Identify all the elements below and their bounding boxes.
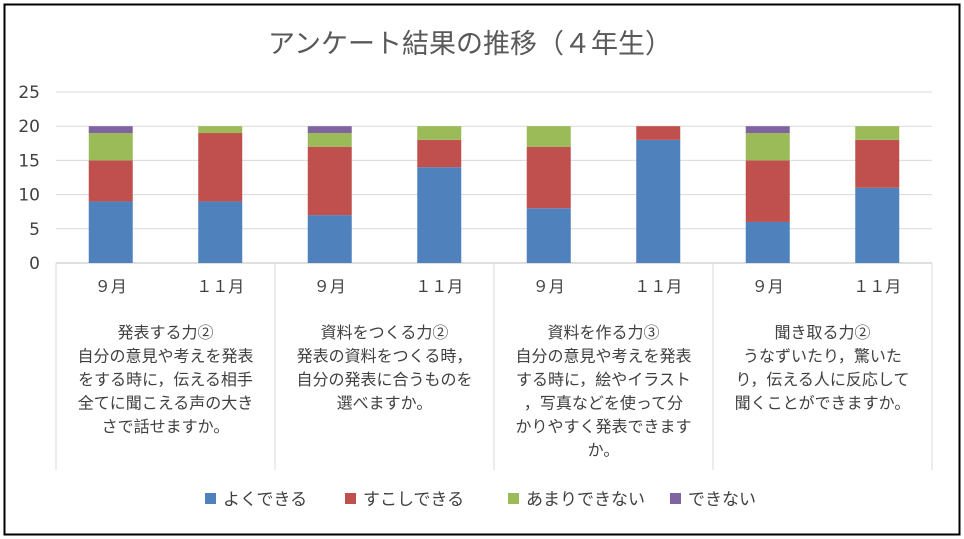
legend-swatch bbox=[205, 493, 216, 504]
legend-label: すこしできる bbox=[363, 490, 464, 510]
bars bbox=[88, 126, 900, 263]
group-label-line: 資料をつくる力② bbox=[321, 323, 449, 342]
bar-segment bbox=[636, 139, 681, 263]
x-tick-label: ９月 bbox=[314, 277, 346, 296]
y-tick-label: 20 bbox=[18, 117, 40, 137]
group-label-line: 資料を作る力③ bbox=[547, 323, 659, 342]
x-axis: ９月 １１月 ９月 １１月 ９月 １１月 ９月 １１月発表する力②自分の意見や考えを発表をする… bbox=[55, 263, 933, 470]
x-tick-label: １１月 bbox=[196, 277, 244, 296]
x-tick-label: ９月 bbox=[752, 277, 784, 296]
legend: よくできる すこしできる あまりできない できない bbox=[205, 490, 756, 510]
group-label-line: か。 bbox=[588, 441, 620, 460]
bar-segment bbox=[88, 201, 133, 263]
x-tick-label: １１月 bbox=[634, 277, 682, 296]
bar-segment bbox=[417, 167, 462, 263]
bar-segment bbox=[198, 133, 243, 202]
bar-segment bbox=[526, 126, 571, 147]
legend-label: できない bbox=[688, 490, 756, 510]
bar-segment bbox=[855, 187, 900, 263]
group-label-line: ，写真などを使って分 bbox=[524, 394, 683, 413]
bar-segment bbox=[88, 133, 133, 161]
x-tick-label: １１月 bbox=[853, 277, 901, 296]
group-label-line: 聞き取る力② bbox=[774, 323, 870, 342]
x-tick-label: ９月 bbox=[533, 277, 565, 296]
y-tick-label: 15 bbox=[18, 151, 40, 171]
group-label-line: 聞くことができますか。 bbox=[735, 394, 911, 413]
bar-segment bbox=[417, 126, 462, 140]
bar-segment bbox=[745, 133, 790, 161]
group-label-line: をする時に，伝える相手 bbox=[78, 370, 253, 389]
bar-segment bbox=[745, 126, 790, 134]
group-label-line: 全てに聞こえる声の大き bbox=[78, 394, 254, 413]
bar-segment bbox=[855, 126, 900, 140]
bar-segment bbox=[526, 208, 571, 263]
legend-label: よくできる bbox=[223, 490, 307, 510]
y-tick-label: 5 bbox=[29, 220, 40, 240]
y-tick-label: 0 bbox=[29, 254, 40, 274]
group-label-line: 自分の意見や考えを発表 bbox=[515, 347, 691, 366]
group-label-line: かりやすく発表できます bbox=[515, 417, 691, 436]
group-label-line: さで話せますか。 bbox=[102, 417, 230, 436]
bar-segment bbox=[745, 221, 790, 263]
bar-segment bbox=[417, 139, 462, 168]
legend-swatch bbox=[670, 493, 681, 504]
group-label-line: 選べますか。 bbox=[337, 394, 433, 413]
group-label-line: 発表する力② bbox=[117, 323, 213, 342]
group-label-line: うなずいたり，驚いた bbox=[743, 347, 902, 366]
y-tick-label: 25 bbox=[18, 83, 40, 103]
bar-segment bbox=[198, 126, 243, 134]
bar-segment bbox=[307, 126, 352, 134]
bar-segment bbox=[636, 126, 681, 140]
legend-swatch bbox=[345, 493, 356, 504]
y-axis: 0 5 10 15 20 25 bbox=[18, 83, 40, 274]
group-label-line: り，伝える人に反応して bbox=[736, 370, 910, 389]
bar-segment bbox=[307, 133, 352, 147]
y-tick-label: 10 bbox=[18, 186, 40, 206]
x-tick-label: ９月 bbox=[95, 277, 127, 296]
group-label-line: 自分の意見や考えを発表 bbox=[77, 347, 253, 366]
chart-border bbox=[3, 3, 961, 536]
bar-segment bbox=[855, 139, 900, 188]
group-label-line: 自分の発表に合うものを bbox=[296, 370, 472, 389]
chart-title: アンケート結果の推移（４年生） bbox=[268, 29, 672, 60]
x-tick-label: １１月 bbox=[415, 277, 463, 296]
legend-swatch bbox=[508, 493, 519, 504]
group-label-line: する時に，絵やイラスト bbox=[516, 370, 691, 389]
bar-segment bbox=[88, 160, 133, 202]
bar-segment bbox=[526, 146, 571, 209]
bar-segment bbox=[307, 146, 352, 216]
bar-segment bbox=[198, 201, 243, 263]
bar-segment bbox=[88, 126, 133, 134]
legend-label: あまりできない bbox=[526, 490, 645, 510]
bar-segment bbox=[745, 160, 790, 222]
bar-segment bbox=[307, 215, 352, 263]
group-label-line: 発表の資料をつくる時， bbox=[297, 347, 473, 366]
